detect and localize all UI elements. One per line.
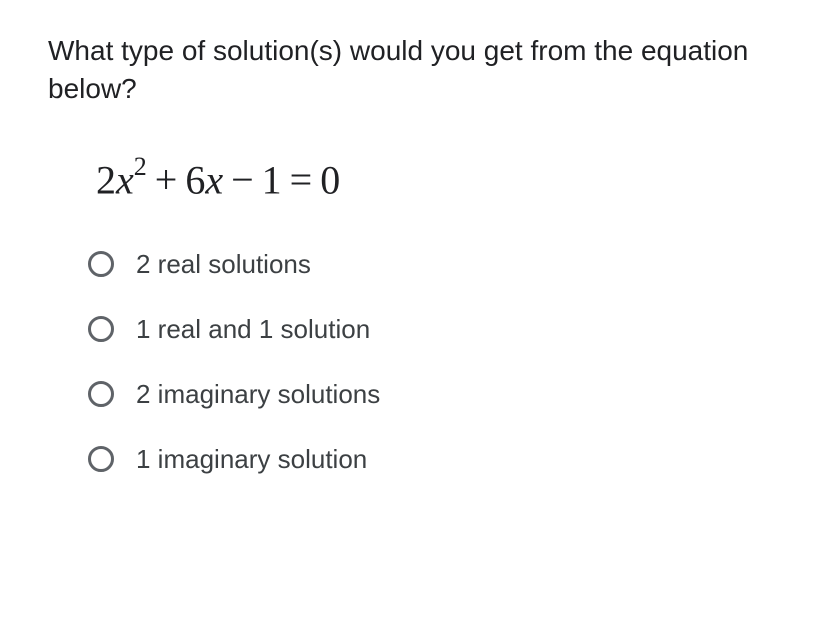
radio-icon — [88, 251, 114, 277]
equation: 2x2+6x−1=0 — [96, 156, 780, 203]
eq-coef-1: 2 — [96, 157, 116, 202]
question-text: What type of solution(s) would you get f… — [48, 32, 780, 108]
radio-icon — [88, 316, 114, 342]
radio-icon — [88, 446, 114, 472]
eq-coef-2: 6 — [185, 157, 205, 202]
eq-op-minus: − — [223, 157, 262, 202]
eq-exp-1: 2 — [134, 152, 147, 181]
eq-rhs: 0 — [320, 157, 340, 202]
radio-option-0[interactable]: 2 real solutions — [88, 249, 780, 280]
question-container: What type of solution(s) would you get f… — [0, 0, 828, 541]
eq-var-2: x — [205, 157, 223, 202]
radio-icon — [88, 381, 114, 407]
eq-var-1: x — [116, 157, 134, 202]
option-label: 1 real and 1 solution — [136, 314, 370, 345]
option-label: 1 imaginary solution — [136, 444, 367, 475]
option-label: 2 real solutions — [136, 249, 311, 280]
eq-op-plus: + — [147, 157, 186, 202]
option-label: 2 imaginary solutions — [136, 379, 380, 410]
radio-option-3[interactable]: 1 imaginary solution — [88, 444, 780, 475]
radio-option-1[interactable]: 1 real and 1 solution — [88, 314, 780, 345]
options-group: 2 real solutions 1 real and 1 solution 2… — [88, 249, 780, 475]
eq-equals: = — [282, 157, 321, 202]
radio-option-2[interactable]: 2 imaginary solutions — [88, 379, 780, 410]
eq-const: 1 — [262, 157, 282, 202]
